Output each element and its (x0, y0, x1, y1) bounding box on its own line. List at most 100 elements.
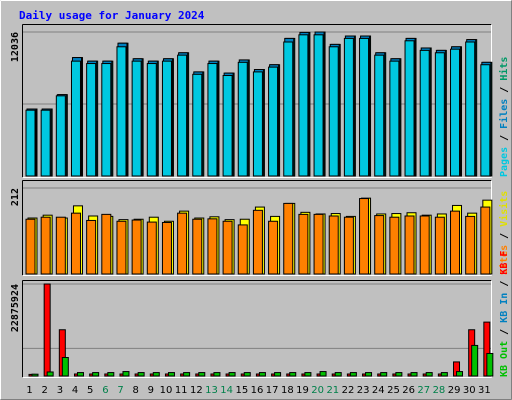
x-tick-day-13: 13 (205, 385, 218, 396)
bar-kbout-day-9 (152, 372, 160, 377)
bar-kbout-day-19 (304, 372, 312, 377)
bar-sites-day-5 (86, 219, 97, 275)
bar-kbout-day-6 (107, 372, 115, 377)
bar-pages-day-5 (86, 63, 97, 177)
bar-sites-day-21 (328, 215, 339, 275)
bar-pages-day-11 (177, 54, 188, 177)
x-tick-day-25: 25 (387, 385, 400, 396)
bar-sites-day-11 (177, 212, 188, 275)
bar-pages-day-17 (268, 66, 279, 177)
bar-kbout-day-23 (365, 372, 373, 377)
x-tick-day-5: 5 (87, 385, 93, 396)
bar-kbout-day-26 (410, 372, 418, 377)
bar-kbout-day-20 (319, 371, 327, 377)
bar-kbout-day-21 (334, 372, 342, 377)
x-tick-day-7: 7 (117, 385, 123, 396)
bar-pages-day-7 (116, 46, 127, 177)
bar-sites-day-1 (25, 218, 36, 275)
bar-sites-day-23 (359, 198, 370, 275)
bar-kbout-day-8 (137, 372, 145, 377)
x-tick-day-26: 26 (402, 385, 415, 396)
bar-pages-day-2 (40, 109, 51, 177)
bar-pages-day-26 (404, 40, 415, 177)
x-tick-day-17: 17 (266, 385, 279, 396)
bar-kbout-day-24 (380, 372, 388, 377)
bar-sites-day-2 (40, 216, 51, 275)
bar-kbout-day-30 (471, 344, 479, 377)
bar-sites-day-31 (480, 206, 491, 275)
x-tick-day-6: 6 (102, 385, 108, 396)
bar-sites-day-27 (419, 215, 430, 275)
x-tick-day-20: 20 (311, 385, 324, 396)
x-tick-day-30: 30 (463, 385, 476, 396)
x-tick-day-15: 15 (235, 385, 248, 396)
x-tick-day-24: 24 (372, 385, 385, 396)
bar-kbout-day-17 (274, 372, 282, 377)
bar-pages-day-19 (298, 34, 309, 177)
x-tick-day-23: 23 (357, 385, 370, 396)
legend-files: Files (498, 99, 510, 129)
bar-pages-day-8 (131, 60, 142, 177)
x-tick-day-19: 19 (296, 385, 309, 396)
bar-pages-day-4 (70, 60, 81, 177)
bar-pages-day-9 (146, 63, 157, 177)
bar-kbf-day-2 (43, 283, 51, 377)
bar-kbout-day-13 (213, 372, 221, 377)
bar-kbout-day-22 (349, 372, 357, 377)
bar-sites-day-25 (389, 216, 400, 275)
legend-kb-in: KB In (499, 293, 510, 323)
panel-2 (22, 280, 492, 378)
chart-title: Daily usage for January 2024 (19, 9, 205, 22)
bar-pages-day-14 (222, 75, 233, 177)
bar-pages-day-16 (252, 71, 263, 177)
x-tick-day-21: 21 (326, 385, 339, 396)
series-legend: KB Out / KB In / KB F (499, 251, 510, 377)
legend-kb-out: KB Out (499, 341, 510, 377)
series-legend: Sites / Visits (498, 191, 510, 275)
bar-kbout-day-25 (395, 372, 403, 377)
x-tick-day-11: 11 (175, 385, 188, 396)
x-tick-day-3: 3 (57, 385, 63, 396)
x-tick-day-2: 2 (42, 385, 48, 396)
bar-pages-day-6 (101, 63, 112, 177)
bar-pages-day-28 (434, 52, 445, 177)
x-tick-day-18: 18 (281, 385, 294, 396)
bar-sites-day-6 (101, 213, 112, 275)
bar-kbout-day-3 (61, 357, 69, 377)
x-tick-day-14: 14 (220, 385, 233, 396)
bar-kbout-day-2 (46, 371, 54, 377)
bar-sites-day-12 (192, 218, 203, 275)
bar-pages-day-21 (328, 46, 339, 177)
bar-kbout-day-12 (198, 372, 206, 377)
x-tick-day-10: 10 (160, 385, 173, 396)
bar-sites-day-26 (404, 215, 415, 275)
bar-sites-day-9 (146, 221, 157, 275)
bar-kbout-day-28 (440, 372, 448, 377)
bar-pages-day-25 (389, 60, 400, 177)
bar-pages-day-20 (313, 34, 324, 177)
y-max-label: 22875924 (10, 284, 21, 332)
bar-pages-day-12 (192, 73, 203, 177)
bar-sites-day-30 (465, 215, 476, 275)
bar-kbout-day-15 (243, 372, 251, 377)
bar-kbout-day-10 (167, 372, 175, 377)
bar-pages-day-1 (25, 109, 36, 177)
bar-pages-day-31 (480, 64, 491, 177)
bar-pages-day-30 (465, 41, 476, 177)
bar-sites-day-14 (222, 220, 233, 275)
bar-pages-day-23 (359, 37, 370, 177)
bar-sites-day-16 (252, 209, 263, 275)
bar-kbout-day-7 (122, 371, 130, 377)
bar-pages-day-27 (419, 49, 430, 177)
bar-sites-day-18 (283, 202, 294, 275)
bar-kbout-day-5 (92, 372, 100, 377)
bar-kbout-day-4 (76, 372, 84, 377)
bar-kbout-day-1 (31, 373, 39, 377)
bar-pages-day-13 (207, 63, 218, 177)
x-tick-day-16: 16 (251, 385, 264, 396)
bar-pages-day-18 (283, 41, 294, 177)
bar-kbout-day-29 (456, 371, 464, 377)
bar-pages-day-29 (450, 48, 461, 177)
bar-sites-day-29 (450, 210, 461, 275)
x-tick-day-29: 29 (448, 385, 461, 396)
